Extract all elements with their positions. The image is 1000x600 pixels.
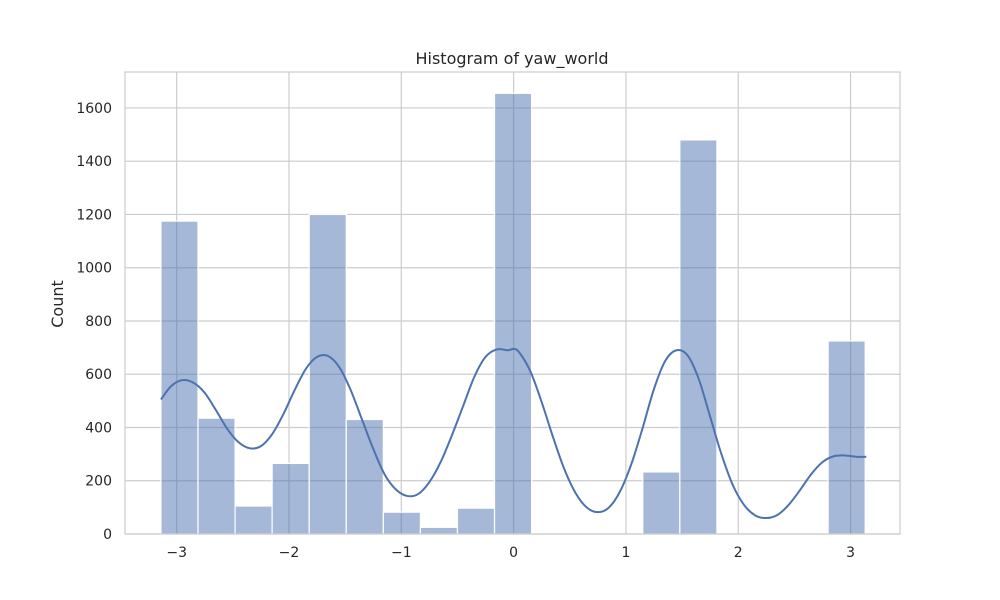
x-tick-label: −2 [279,545,300,561]
y-tick-label: 1000 [76,261,112,277]
chart-title: Histogram of yaw_world [415,49,608,69]
x-tick-label: −1 [391,545,412,561]
x-tick-label: −3 [166,545,187,561]
y-tick-label: 0 [103,527,112,543]
histogram-bars [160,92,866,535]
histogram-bar [234,505,273,535]
y-tick-label: 1200 [76,207,112,223]
histogram-bar [679,139,718,535]
plot-frame [124,71,901,535]
y-axis-label: Count [48,280,67,328]
histogram-bar [308,213,347,535]
x-axis-ticks: −3 −2 −1 0 1 2 3 [166,545,855,561]
y-tick-label: 800 [85,314,112,330]
histogram-bar [827,340,866,535]
histogram-bar [419,526,459,535]
x-tick-label: 1 [621,545,630,561]
x-tick-label: 2 [734,545,743,561]
histogram-bar [345,418,384,535]
histogram-bar [456,507,496,535]
y-axis-ticks: 0 200 400 600 800 1000 1200 1400 1600 [76,101,112,543]
histogram-bar [493,92,533,535]
histogram-bar [160,220,199,535]
y-tick-label: 400 [85,420,112,436]
histogram-bar [197,417,236,535]
x-tick-label: 0 [509,545,518,561]
histogram-bar [271,462,310,535]
y-tick-label: 600 [85,367,112,383]
kde-curve [160,347,867,520]
histogram-bar [382,511,421,535]
y-tick-label: 1400 [76,154,112,170]
y-tick-label: 1600 [76,101,112,117]
histogram-bar [642,471,681,535]
y-tick-label: 200 [85,474,112,490]
x-tick-label: 3 [846,545,855,561]
